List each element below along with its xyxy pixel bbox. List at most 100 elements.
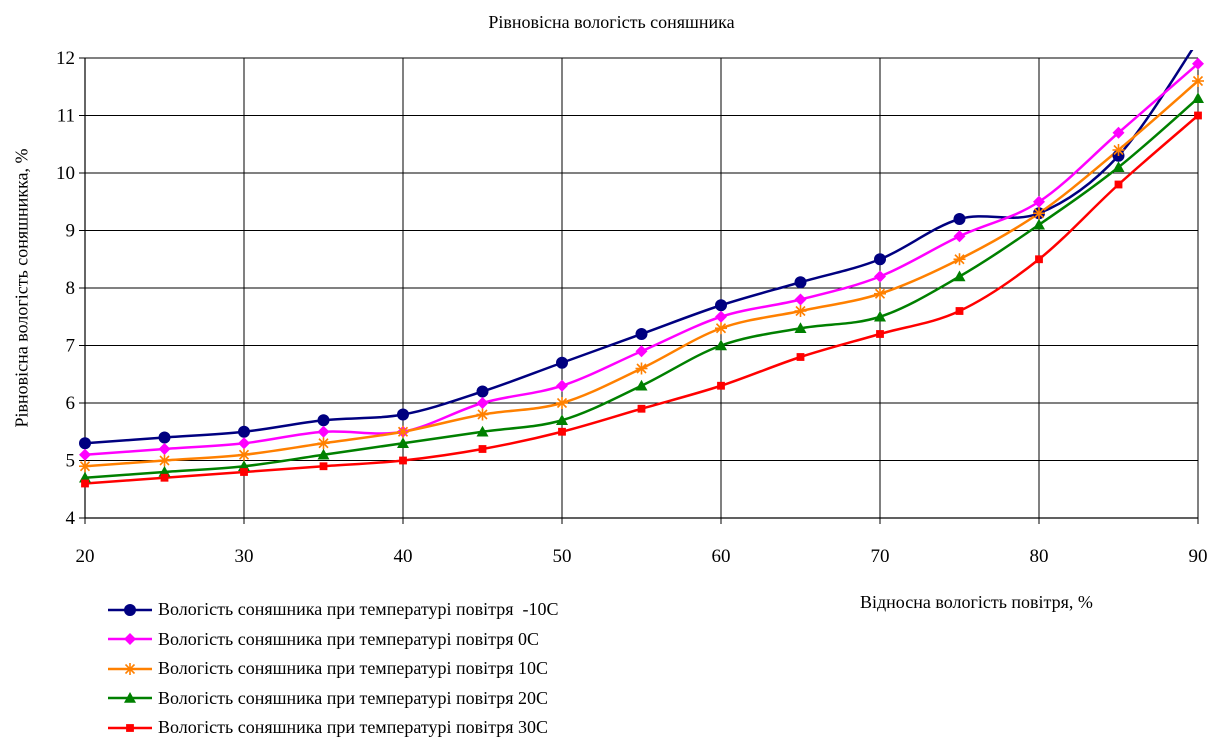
asterisk-stroke xyxy=(79,461,91,472)
data-point-square xyxy=(637,404,646,413)
legend-item: Вологість соняшника при температурі пові… xyxy=(106,713,558,743)
data-point-asterisk xyxy=(556,397,568,409)
asterisk-stroke xyxy=(1113,144,1124,156)
series-line-1 xyxy=(85,62,1198,456)
data-point-asterisk xyxy=(397,425,409,438)
data-point-asterisk xyxy=(635,362,648,375)
asterisk-stroke xyxy=(1033,208,1045,219)
series-line-2 xyxy=(85,80,1198,468)
x-tick-label: 70 xyxy=(871,546,890,567)
data-point-asterisk xyxy=(715,322,727,335)
data-point-circle xyxy=(79,437,91,450)
data-point-square xyxy=(160,473,169,482)
data-point-circle xyxy=(397,408,409,421)
data-point-circle xyxy=(317,414,330,427)
y-tick-labels: 4 5 6 7 8 9 10 11 12 xyxy=(56,48,76,529)
data-point-diamond xyxy=(953,230,966,243)
data-point-circle xyxy=(953,213,966,225)
asterisk-stroke xyxy=(715,323,727,334)
data-point-square xyxy=(876,330,884,338)
asterisk-stroke xyxy=(397,426,409,437)
data-point-square xyxy=(126,723,134,732)
data-point-diamond xyxy=(1192,57,1204,70)
series-lines xyxy=(85,50,1198,485)
legend-swatch-circle xyxy=(108,603,152,616)
data-point-triangle xyxy=(124,692,136,704)
data-point-diamond xyxy=(556,379,568,392)
data-point-asterisk xyxy=(874,287,886,300)
asterisk-stroke xyxy=(1192,75,1204,87)
data-point-diamond xyxy=(635,345,648,358)
data-point-square xyxy=(399,456,407,465)
data-point-circle xyxy=(158,431,171,444)
chart-title: Рівновісна вологість соняшника xyxy=(488,12,735,32)
x-tick-label: 20 xyxy=(76,546,95,567)
data-point-circle xyxy=(715,299,727,312)
asterisk-stroke xyxy=(238,449,250,460)
data-point-diamond xyxy=(238,437,250,450)
data-point-diamond xyxy=(124,633,136,646)
data-point-square xyxy=(717,381,725,390)
data-point-circle xyxy=(556,356,568,369)
data-point-triangle xyxy=(397,437,409,449)
x-axis-label: Відносна вологість повітря, % xyxy=(860,592,1093,612)
legend-label: Вологість соняшника при температурі пові… xyxy=(158,599,559,620)
data-point-circle xyxy=(635,328,648,340)
asterisk-stroke xyxy=(318,438,329,449)
data-point-diamond xyxy=(317,425,330,438)
data-point-asterisk xyxy=(476,408,489,421)
legend-item: Вологість соняшника при температурі пові… xyxy=(106,684,558,714)
data-point-asterisk xyxy=(124,662,136,675)
data-point-circle xyxy=(874,253,886,266)
series-line-4 xyxy=(85,114,1198,485)
legend-label: Вологість соняшника при температурі пові… xyxy=(158,628,539,649)
y-tick-label: 8 xyxy=(66,278,76,299)
asterisk-stroke xyxy=(477,409,488,420)
x-tick-label: 60 xyxy=(712,546,731,567)
series-line-3 xyxy=(85,97,1198,479)
series-markers xyxy=(79,57,1204,488)
data-point-diamond xyxy=(476,397,489,409)
data-point-diamond xyxy=(1112,126,1125,139)
asterisk-stroke xyxy=(795,305,806,317)
data-point-triangle xyxy=(556,414,568,426)
legend-swatch-square xyxy=(108,723,152,732)
x-tick-label: 90 xyxy=(1189,546,1208,567)
y-tick-label: 4 xyxy=(66,508,76,529)
data-point-asterisk xyxy=(238,448,250,461)
data-point-square xyxy=(796,353,805,361)
data-point-triangle xyxy=(635,379,648,391)
data-point-diamond xyxy=(794,293,807,306)
legend-swatch-asterisk xyxy=(108,662,152,675)
data-point-asterisk xyxy=(1033,207,1045,220)
y-tick-label: 12 xyxy=(56,48,75,69)
data-point-triangle xyxy=(715,339,727,351)
data-point-square xyxy=(81,479,89,488)
data-point-square xyxy=(478,445,487,453)
data-point-square xyxy=(558,427,566,436)
x-tick-labels: 20 30 40 50 60 70 80 90 xyxy=(76,546,1208,567)
asterisk-stroke xyxy=(159,455,170,466)
y-tick-label: 11 xyxy=(57,106,75,127)
data-point-asterisk xyxy=(1192,75,1204,87)
asterisk-stroke xyxy=(954,254,965,265)
legend: Вологість соняшника при температурі пові… xyxy=(106,595,558,743)
data-point-triangle xyxy=(317,448,330,460)
data-point-triangle xyxy=(476,425,489,437)
legend-label: Вологість соняшника при температурі пові… xyxy=(158,687,548,708)
legend-item: Вологість соняшника при температурі пові… xyxy=(106,625,558,655)
data-point-triangle xyxy=(1192,92,1204,104)
y-tick-label: 6 xyxy=(66,393,76,414)
legend-label: Вологість соняшника при температурі пові… xyxy=(158,658,548,679)
data-point-circle xyxy=(476,385,489,398)
legend-item: Вологість соняшника при температурі пові… xyxy=(106,595,558,625)
data-point-asterisk xyxy=(79,460,91,473)
data-point-square xyxy=(1035,255,1043,264)
data-point-asterisk xyxy=(1112,144,1125,156)
legend-swatch-diamond xyxy=(108,633,152,646)
data-point-diamond xyxy=(1033,195,1045,208)
x-tick-label: 50 xyxy=(553,546,572,567)
asterisk-stroke xyxy=(124,663,136,674)
legend-swatch-triangle xyxy=(108,692,152,704)
